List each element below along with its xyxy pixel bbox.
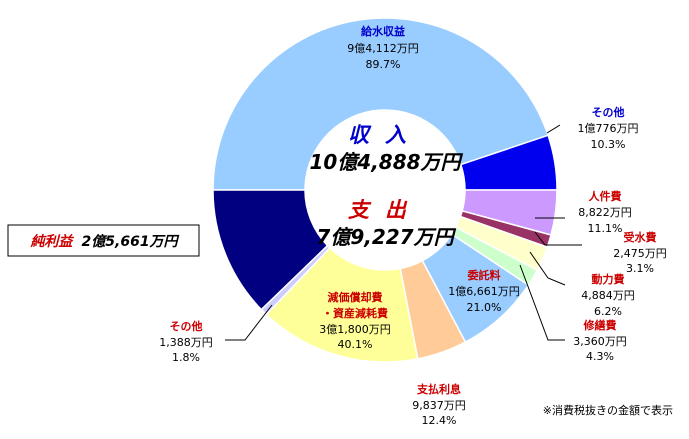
svg-text:9,837万円: 9,837万円 [412, 399, 466, 412]
label-revenue-other: その他 1億776万円 10.3% [578, 105, 639, 151]
label-depreciation: 減価償却費 ・資産減耗費 3億1,800万円 40.1% [319, 290, 391, 351]
svg-text:その他: その他 [592, 105, 625, 119]
label-interest: 支払利息 9,837万円 12.4% [412, 382, 466, 427]
leader-expense-other [225, 304, 273, 341]
svg-text:10.3%: 10.3% [591, 138, 626, 151]
revenue-total: 10億4,888万円 [309, 150, 463, 174]
net-profit-box [7, 224, 200, 257]
expense-title: 支出 [348, 198, 422, 222]
svg-text:89.7%: 89.7% [366, 58, 401, 71]
svg-text:支払利息: 支払利息 [416, 382, 461, 396]
svg-text:2,475万円: 2,475万円 [613, 247, 667, 260]
label-personnel: 人件費 8,822万円 11.1% [578, 189, 632, 235]
label-expense-other: その他 1,388万円 1.8% [159, 319, 213, 364]
svg-text:・資産減耗費: ・資産減耗費 [322, 306, 388, 320]
svg-text:8,822万円: 8,822万円 [578, 206, 632, 219]
expense-total: 7億9,227万円 [316, 225, 456, 249]
label-outsourcing: 委託料 1億6,661万円 21.0% [448, 268, 520, 314]
svg-text:1億776万円: 1億776万円 [578, 122, 639, 135]
svg-text:11.1%: 11.1% [588, 222, 623, 235]
net-profit-callout: 純利益 2億5,661万円 [7, 224, 200, 257]
svg-text:3億1,800万円: 3億1,800万円 [319, 323, 391, 336]
svg-text:委託料: 委託料 [467, 268, 501, 282]
svg-text:減価償却費: 減価償却費 [328, 290, 383, 304]
svg-text:受水費: 受水費 [624, 230, 657, 244]
label-repair: 修繕費 3,360万円 4.3% [573, 318, 627, 363]
svg-text:40.1%: 40.1% [338, 338, 373, 351]
expense-slice-8 [212, 189, 329, 311]
revenue-title: 収入 [348, 123, 422, 147]
center-labels: 収入 10億4,888万円 支出 7億9,227万円 [309, 123, 463, 249]
svg-text:21.0%: 21.0% [467, 301, 502, 314]
svg-text:1億6,661万円: 1億6,661万円 [448, 285, 520, 298]
svg-text:9億4,112万円: 9億4,112万円 [347, 42, 419, 55]
svg-text:4.3%: 4.3% [586, 350, 614, 363]
svg-text:給水収益: 給水収益 [361, 24, 405, 38]
leader-repair [519, 264, 565, 341]
svg-text:12.4%: 12.4% [422, 414, 457, 427]
label-power: 動力費 4,884万円 6.2% [581, 272, 635, 318]
svg-text:人件費: 人件費 [589, 189, 622, 203]
svg-text:その他: その他 [170, 319, 203, 333]
svg-text:1.8%: 1.8% [172, 351, 200, 364]
svg-text:修繕費: 修繕費 [583, 318, 617, 332]
center-hole [307, 112, 463, 268]
revenue-ring [212, 17, 558, 191]
revenue-slice-0 [212, 17, 550, 191]
expense-ring [212, 189, 558, 363]
leader-power [529, 251, 566, 286]
leader-lines [225, 124, 582, 341]
svg-text:3,360万円: 3,360万円 [573, 335, 627, 348]
leader-revenue-other [546, 124, 561, 134]
svg-text:動力費: 動力費 [592, 272, 625, 286]
svg-text:6.2%: 6.2% [594, 305, 622, 318]
leader-water-purchase [534, 231, 582, 246]
label-water-purchase: 受水費 2,475万円 3.1% [613, 230, 667, 275]
tax-note: ※消費税抜きの金額で表示 [543, 403, 673, 417]
svg-text:4,884万円: 4,884万円 [581, 289, 635, 302]
label-water-revenue: 給水収益 9億4,112万円 89.7% [347, 24, 419, 71]
net-profit-label: 純利益 2億5,661万円 [29, 231, 179, 250]
svg-text:3.1%: 3.1% [626, 262, 654, 275]
svg-text:1,388万円: 1,388万円 [159, 336, 213, 349]
